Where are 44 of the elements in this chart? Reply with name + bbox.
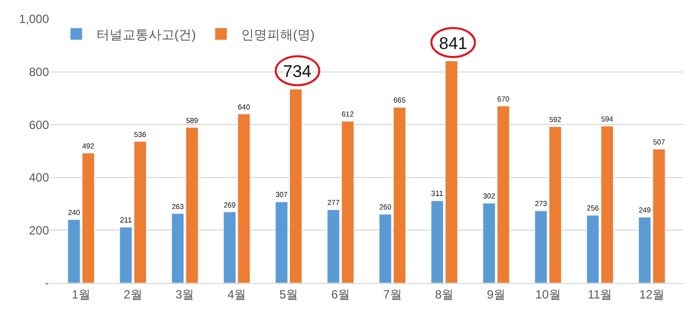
x-tick-label: 5월 — [279, 287, 298, 302]
data-label: 492 — [82, 141, 94, 150]
data-label: 665 — [394, 96, 406, 105]
data-label: 592 — [549, 115, 562, 124]
y-tick-label: 200 — [28, 223, 50, 238]
data-label: 507 — [652, 137, 666, 146]
data-label: 307 — [275, 190, 288, 200]
data-label: 536 — [134, 130, 146, 139]
y-tick-label: - — [45, 276, 49, 290]
annotation: 734 — [283, 62, 312, 81]
data-label: 589 — [186, 116, 198, 125]
x-tick-label: 11월 — [588, 287, 612, 302]
data-label: 260 — [379, 202, 392, 212]
y-tick-label: 800 — [28, 65, 50, 79]
data-label: 311 — [431, 189, 444, 198]
data-label: 302 — [483, 192, 496, 201]
x-tick-label: 9월 — [486, 287, 506, 302]
data-label: 211 — [120, 216, 132, 225]
x-tick-label: 4월 — [227, 287, 246, 302]
annotation: 841 — [439, 34, 468, 53]
data-label: 256 — [586, 204, 599, 213]
data-label: 249 — [638, 206, 651, 215]
legend-label: 인명피해(명) — [241, 27, 315, 42]
data-label: 594 — [601, 114, 614, 124]
data-label: 670 — [497, 94, 510, 104]
data-label: 273 — [534, 199, 548, 208]
y-tick-label: 1,000 — [18, 12, 50, 26]
legend-label: 터널교통사고(건) — [96, 27, 196, 42]
x-tick-label: 10월 — [535, 287, 561, 302]
y-tick-label: 600 — [28, 118, 50, 132]
data-label: 277 — [327, 198, 340, 208]
x-tick-label: 1월 — [72, 287, 90, 302]
y-tick-label: 400 — [28, 170, 50, 185]
data-label: 640 — [238, 102, 250, 112]
x-tick-label: 2월 — [124, 287, 142, 302]
x-tick-label: 6월 — [331, 287, 350, 302]
x-tick-label: 3월 — [176, 287, 194, 302]
x-tick-label: 7월 — [383, 287, 402, 302]
data-label: 612 — [342, 110, 354, 119]
data-label: 263 — [172, 202, 184, 211]
data-label: 240 — [68, 208, 80, 217]
x-tick-label: 12월 — [639, 287, 665, 302]
data-label: 269 — [224, 200, 236, 210]
x-tick-label: 8월 — [434, 287, 454, 302]
